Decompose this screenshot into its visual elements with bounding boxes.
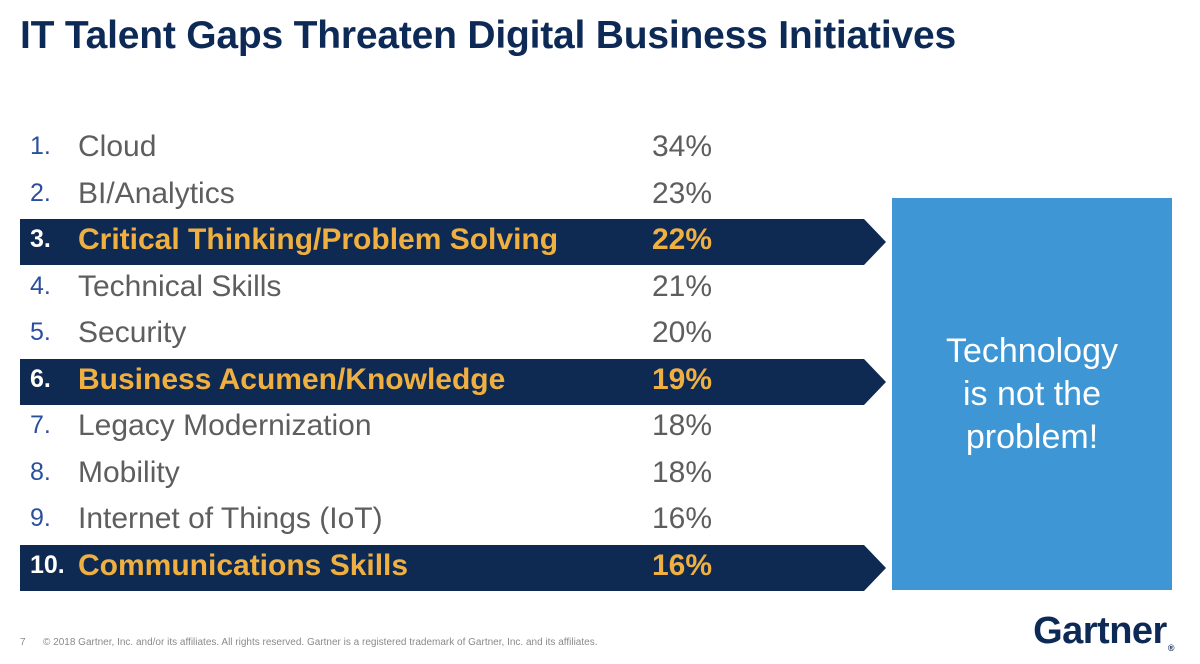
registered-mark: ® [1167, 643, 1175, 653]
item-label: Cloud [78, 130, 157, 163]
highlight-arrow [864, 544, 886, 591]
callout-line: Technology [945, 331, 1118, 370]
list-item: 1. Cloud 34% [20, 126, 864, 172]
highlight-arrow [864, 358, 886, 405]
list-item: 8. Mobility 18% [20, 452, 864, 498]
copyright-notice: © 2018 Gartner, Inc. and/or its affiliat… [43, 637, 598, 648]
item-label: Internet of Things (IoT) [78, 502, 383, 535]
page-number: 7 [20, 637, 26, 648]
item-percent: 34% [652, 130, 713, 163]
item-percent: 22% [652, 223, 713, 256]
item-number: 9. [30, 504, 51, 532]
callout-text: Technology is not the problem! [922, 330, 1142, 459]
item-percent: 18% [652, 455, 713, 489]
item-label: Communications Skills [78, 548, 409, 582]
item-percent: 23% [652, 176, 713, 210]
item-label: Critical Thinking/Problem Solving [78, 223, 559, 256]
item-percent: 19% [652, 362, 713, 396]
list-item: 5. Security 20% [20, 312, 864, 358]
item-number: 7. [30, 411, 51, 439]
callout-box: Technology is not the problem! [892, 198, 1172, 590]
item-percent: 20% [652, 316, 713, 349]
list-item: 10. Communications Skills 16% [20, 544, 886, 591]
item-number: 4. [30, 271, 51, 300]
list-item: 4. Technical Skills 21% [20, 266, 864, 312]
item-number: 1. [30, 132, 51, 160]
slide-title: IT Talent Gaps Threaten Digital Business… [20, 14, 956, 57]
item-percent: 16% [652, 502, 713, 535]
callout-line: problem! [965, 417, 1099, 456]
gartner-logo: Gartner® [1033, 610, 1174, 653]
callout-line: is not the [963, 374, 1101, 413]
list-item: 7. Legacy Modernization 18% [20, 405, 864, 451]
item-label: Technical Skills [78, 269, 282, 303]
item-label: Mobility [78, 455, 180, 489]
item-percent: 18% [652, 409, 713, 442]
item-percent: 16% [652, 548, 713, 582]
item-label: Business Acumen/Knowledge [78, 362, 506, 396]
item-number: 6. [30, 364, 51, 393]
item-number: 2. [30, 178, 51, 207]
item-number: 3. [30, 225, 51, 253]
item-label: Security [78, 316, 187, 349]
list-item: 9. Internet of Things (IoT) 16% [20, 498, 864, 544]
item-label: Legacy Modernization [78, 409, 372, 442]
logo-text: Gartner [1033, 610, 1167, 652]
item-label: BI/Analytics [78, 176, 235, 210]
item-number: 10. [30, 550, 65, 579]
list-item: 2. BI/Analytics 23% [20, 173, 864, 219]
item-number: 8. [30, 457, 51, 486]
highlight-arrow [864, 219, 886, 265]
list-item: 3. Critical Thinking/Problem Solving 22% [20, 219, 886, 265]
item-number: 5. [30, 318, 51, 346]
item-percent: 21% [652, 269, 713, 303]
list-item: 6. Business Acumen/Knowledge 19% [20, 358, 886, 405]
